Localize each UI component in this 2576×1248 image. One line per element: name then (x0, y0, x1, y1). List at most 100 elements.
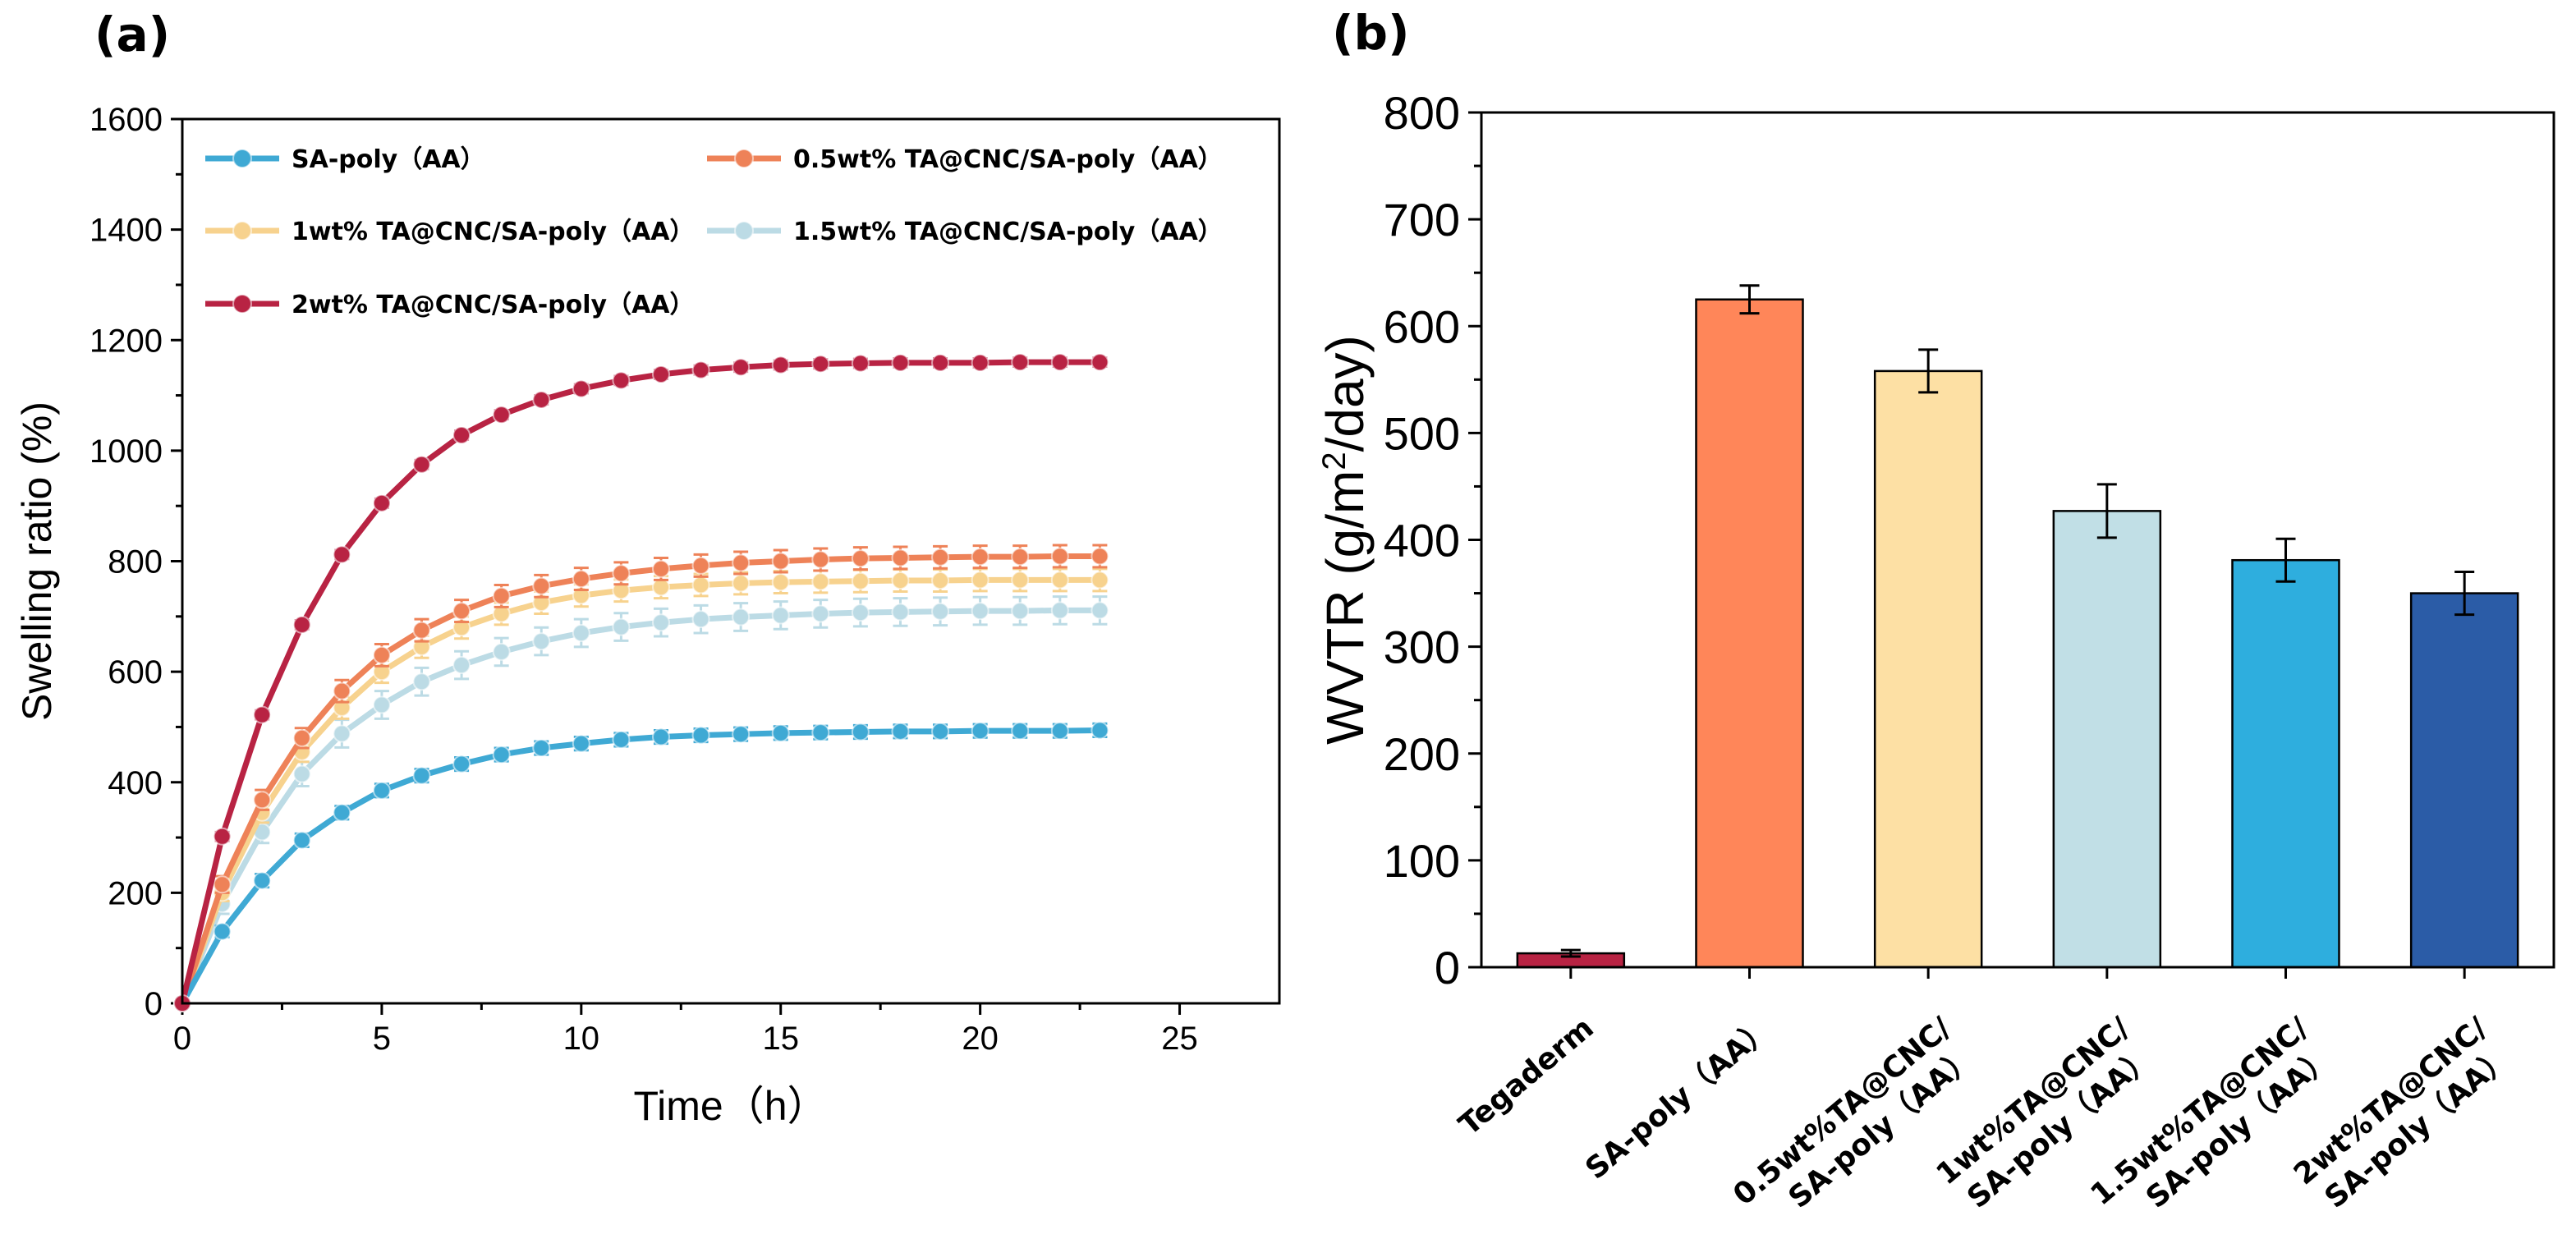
panel-a-data-point (651, 613, 670, 632)
panel-a-data-point (691, 556, 710, 575)
panel-b-y-tick-label: 800 (1384, 87, 1460, 139)
panel-a-data-point (492, 586, 511, 605)
panel-a-series-2 (173, 567, 1109, 1012)
panel-a-data-point (333, 545, 351, 564)
panel-a-data-point (1050, 601, 1069, 620)
panel-a-data-point (372, 781, 391, 800)
panel-a-series-line (179, 576, 1100, 1005)
panel-a-data-point (1091, 571, 1109, 590)
panel-a-data-point (532, 576, 551, 595)
panel-a-data-point (1050, 353, 1069, 372)
panel-a-data-point (1011, 602, 1030, 621)
panel-a-y-tick-label: 600 (108, 654, 163, 691)
panel-a-data-point (732, 725, 751, 744)
panel-a-y-tick-label: 200 (108, 875, 163, 911)
panel-a-data-point (372, 695, 391, 714)
panel-a-data-point (612, 617, 631, 636)
panel-b-y-tick-label: 100 (1384, 835, 1460, 887)
panel-a-legend-swatch-marker (734, 221, 754, 241)
panel-b-bar (2231, 558, 2340, 969)
panel-b-category-label: 2wt%TA@CNC/SA-poly（AA） (2288, 1011, 2519, 1215)
panel-a-y-tick-label: 1200 (90, 323, 163, 359)
panel-a-data-point (1091, 721, 1109, 740)
panel-a-legend: SA-poly（AA） 0.5wt% TA@CNC/SA-poly（AA） 1wt%… (205, 145, 1223, 319)
panel-a-data-point (1011, 722, 1030, 741)
panel-a-data-point (1050, 722, 1069, 741)
panel-a-data-point (572, 734, 590, 753)
panel-a-letter: (a) (94, 7, 170, 62)
panel-a-legend-label: 2wt% TA@CNC/SA-poly（AA） (292, 291, 695, 319)
panel-a-data-point (851, 549, 870, 568)
panel-a-data-point (572, 624, 590, 643)
panel-a-legend-swatch-marker (232, 221, 252, 241)
panel-a-data-point (971, 571, 990, 590)
panel-a-data-point (811, 604, 830, 623)
panel-a-data-point (851, 603, 870, 622)
panel-a-data-point (651, 365, 670, 383)
panel-a-series-4 (173, 353, 1109, 1012)
panel-a-data-point (891, 571, 910, 590)
panel-a-y-tick-label: 800 (108, 544, 163, 580)
panel-a-data-point (292, 728, 311, 747)
panel-a-y-axis-title: Swelling ratio (%) (14, 401, 60, 721)
panel-a-data-point (333, 803, 351, 822)
panel-a-data-point (931, 602, 950, 621)
panel-a-data-point (333, 681, 351, 700)
panel-a-series (173, 353, 1109, 1012)
panel-a-data-point (771, 606, 790, 625)
panel-a-data-point (1091, 601, 1109, 620)
panel-b-category-label-line: SA-poly（AA） (1579, 1011, 1779, 1186)
panel-a-legend-swatch-marker (232, 149, 252, 168)
panel-a-data-point (1011, 548, 1030, 567)
panel-a-plot-frame (181, 117, 1281, 1005)
panel-b-y-axis-title: WVTR (g/m2/day) (1316, 335, 1375, 745)
panel-a-data-point (651, 727, 670, 746)
panel-a-data-point (691, 576, 710, 594)
panel-a-data-point (771, 356, 790, 374)
panel-a-y-tick-label: 0 (145, 986, 163, 1022)
panel-a-data-point (292, 615, 311, 634)
panel-a-data-point (811, 550, 830, 569)
panel-b-y-tick-label: 700 (1384, 194, 1460, 245)
panel-a-data-point (732, 553, 751, 572)
panel-b-y-tick-label: 0 (1435, 942, 1460, 993)
panel-a-data-point (452, 426, 471, 445)
panel-a-data-point (891, 603, 910, 622)
panel-a-data-point (492, 746, 511, 764)
panel-a-data-point (532, 632, 551, 651)
panel-a-data-point (971, 722, 990, 741)
panel-a-data-point (412, 455, 431, 474)
panel-a-data-point (372, 493, 391, 512)
panel-a-series-1 (173, 544, 1109, 1012)
panel-a-data-point (253, 871, 272, 890)
panel-a-data-point (412, 672, 431, 691)
panel-a-data-point (1011, 571, 1030, 590)
panel-b-category-labels: TegadermSA-poly（AA）0.5wt%TA@CNC/SA-poly（… (1453, 1011, 2519, 1215)
panel-a-data-point (213, 827, 232, 846)
panel-b-bar (2409, 592, 2519, 969)
panel-a-data-point (931, 571, 950, 590)
panel-a-data-point (732, 574, 751, 593)
panel-a-y-tick-label: 1600 (90, 102, 163, 138)
panel-a-data-point (732, 608, 751, 626)
panel-a-data-point (971, 353, 990, 372)
panel-a-data-point (931, 548, 950, 567)
panel-b-bar (1873, 369, 1983, 969)
panel-a-data-point (292, 831, 311, 850)
panel-b-ticks: 0 100 200 300 400 500 600 700 800 (1384, 87, 1481, 993)
panel-a-data-point (333, 724, 351, 743)
panel-a-data-point (771, 573, 790, 592)
panel-b-category-label: Tegaderm (1453, 1011, 1600, 1142)
panel-a-data-point (651, 559, 670, 578)
panel-a-x-tick-label: 15 (762, 1021, 799, 1057)
panel-a-data-point (1091, 547, 1109, 566)
panel-a-series-line (179, 359, 1100, 1004)
panel-a-data-point (971, 548, 990, 567)
panel-b-letter: (b) (1332, 5, 1410, 61)
panel-a-data-point (891, 353, 910, 372)
panel-b-y-tick-label: 500 (1384, 407, 1460, 459)
panel-a-data-point (771, 552, 790, 571)
panel-a-data-point (691, 610, 710, 629)
panel-a-y-tick-label: 1000 (90, 434, 163, 470)
panel-b-bars (1516, 284, 2519, 979)
